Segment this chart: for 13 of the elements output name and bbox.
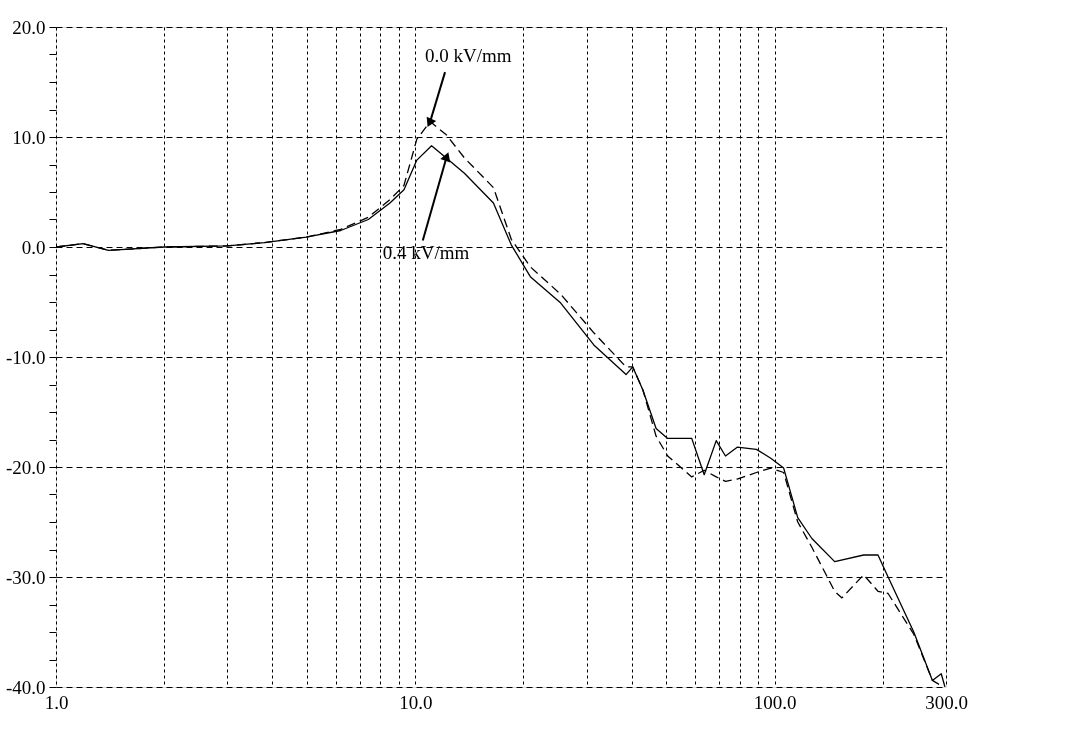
x-tick-label: 10.0 xyxy=(399,691,433,713)
annotation: 0.4 kV/mm xyxy=(382,242,470,264)
x-tick-label: 300.0 xyxy=(925,691,968,713)
y-tick-label: 20.0 xyxy=(12,16,46,38)
y-tick-label: -30.0 xyxy=(5,566,46,588)
y-tick-label: -10.0 xyxy=(5,346,46,368)
x-tick-label: 1.0 xyxy=(44,691,69,713)
y-tick-label: -40.0 xyxy=(5,676,46,698)
y-tick-label: 10.0 xyxy=(12,126,46,148)
y-tick-label: 0.0 xyxy=(21,236,46,258)
y-tick-label: -20.0 xyxy=(5,456,46,478)
annotation: 0.0 kV/mm xyxy=(425,45,512,67)
x-tick-label: 100.0 xyxy=(753,691,797,713)
